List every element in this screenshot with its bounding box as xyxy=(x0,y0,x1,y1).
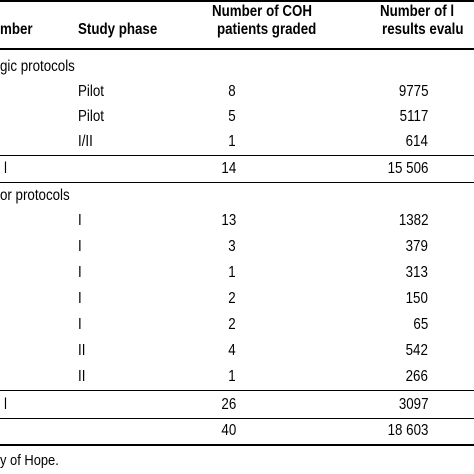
row-phase: I xyxy=(78,264,82,281)
row-results: 266 xyxy=(405,368,428,385)
row-graded: 1 xyxy=(228,368,236,385)
row-results: 379 xyxy=(405,238,428,255)
row-graded: 13 xyxy=(221,212,236,229)
subtotal-graded: 26 xyxy=(221,396,236,413)
bottom-rule xyxy=(0,444,474,446)
row-graded: 3 xyxy=(228,238,236,255)
header-number: mber xyxy=(0,21,33,38)
section-label: gic protocols xyxy=(0,58,75,75)
row-phase: II xyxy=(78,342,86,359)
row-phase: Pilot xyxy=(78,83,104,100)
row-results: 65 xyxy=(413,316,428,333)
row-phase: I xyxy=(78,316,82,333)
subtotal-results: 15 506 xyxy=(387,160,428,177)
section-rule xyxy=(0,182,474,183)
row-graded: 1 xyxy=(228,264,236,281)
subtotal-graded: 14 xyxy=(221,160,236,177)
row-phase: Pilot xyxy=(78,108,104,125)
row-phase: I xyxy=(78,290,82,307)
row-results: 9775 xyxy=(398,83,428,100)
total-results: 18 603 xyxy=(387,422,428,439)
subtotal-results: 3097 xyxy=(398,396,428,413)
row-graded: 8 xyxy=(228,83,236,100)
subtotal-label: l xyxy=(4,396,7,413)
header-rule xyxy=(0,48,474,50)
header-results-line2: results evalu xyxy=(382,21,464,38)
row-results: 150 xyxy=(405,290,428,307)
header-study-phase: Study phase xyxy=(78,21,158,38)
top-rule xyxy=(0,0,474,2)
row-phase: I xyxy=(78,212,82,229)
row-graded: 1 xyxy=(228,133,236,150)
subtotal-label: l xyxy=(4,160,7,177)
row-phase: II xyxy=(78,368,86,385)
row-results: 5117 xyxy=(399,108,428,125)
row-results: 1382 xyxy=(398,212,428,229)
header-coh-graded-line1: Number of COH xyxy=(212,3,312,20)
subtotal-rule xyxy=(0,390,474,391)
row-graded: 4 xyxy=(228,342,236,359)
row-graded: 5 xyxy=(228,108,236,125)
row-results: 542 xyxy=(405,342,428,359)
row-results: 313 xyxy=(405,264,428,281)
row-graded: 2 xyxy=(228,290,236,307)
row-results: 614 xyxy=(405,133,428,150)
section-label: or protocols xyxy=(0,187,70,204)
total-rule xyxy=(0,418,474,419)
header-results-line1: Number of l xyxy=(380,3,455,20)
row-phase: I xyxy=(78,238,82,255)
footnote: y of Hope. xyxy=(0,452,59,469)
subtotal-rule xyxy=(0,155,474,156)
total-graded: 40 xyxy=(221,422,236,439)
row-phase: I/II xyxy=(78,133,93,150)
row-graded: 2 xyxy=(228,316,236,333)
header-coh-graded-line2: patients graded xyxy=(217,21,317,38)
